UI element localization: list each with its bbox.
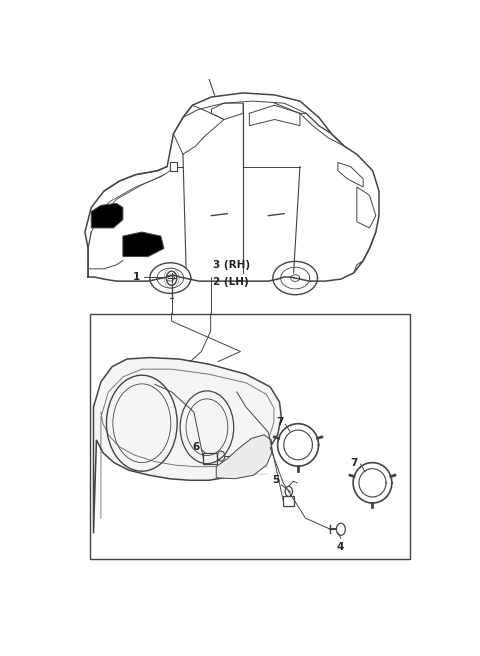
Text: 7: 7 [350, 458, 358, 468]
Text: 2 (LH): 2 (LH) [213, 277, 248, 287]
Bar [90, 314, 410, 559]
Text: 7: 7 [276, 417, 283, 427]
Text: 6: 6 [192, 442, 200, 453]
Polygon shape [123, 232, 164, 256]
Text: 5: 5 [272, 476, 279, 485]
Polygon shape [94, 358, 281, 533]
Polygon shape [216, 435, 272, 479]
Text: 3 (RH): 3 (RH) [213, 260, 250, 270]
Bar [283, 497, 294, 506]
Text: 1: 1 [133, 272, 140, 281]
Polygon shape [91, 203, 123, 228]
Bar [203, 453, 217, 464]
Text: 4: 4 [336, 543, 343, 552]
